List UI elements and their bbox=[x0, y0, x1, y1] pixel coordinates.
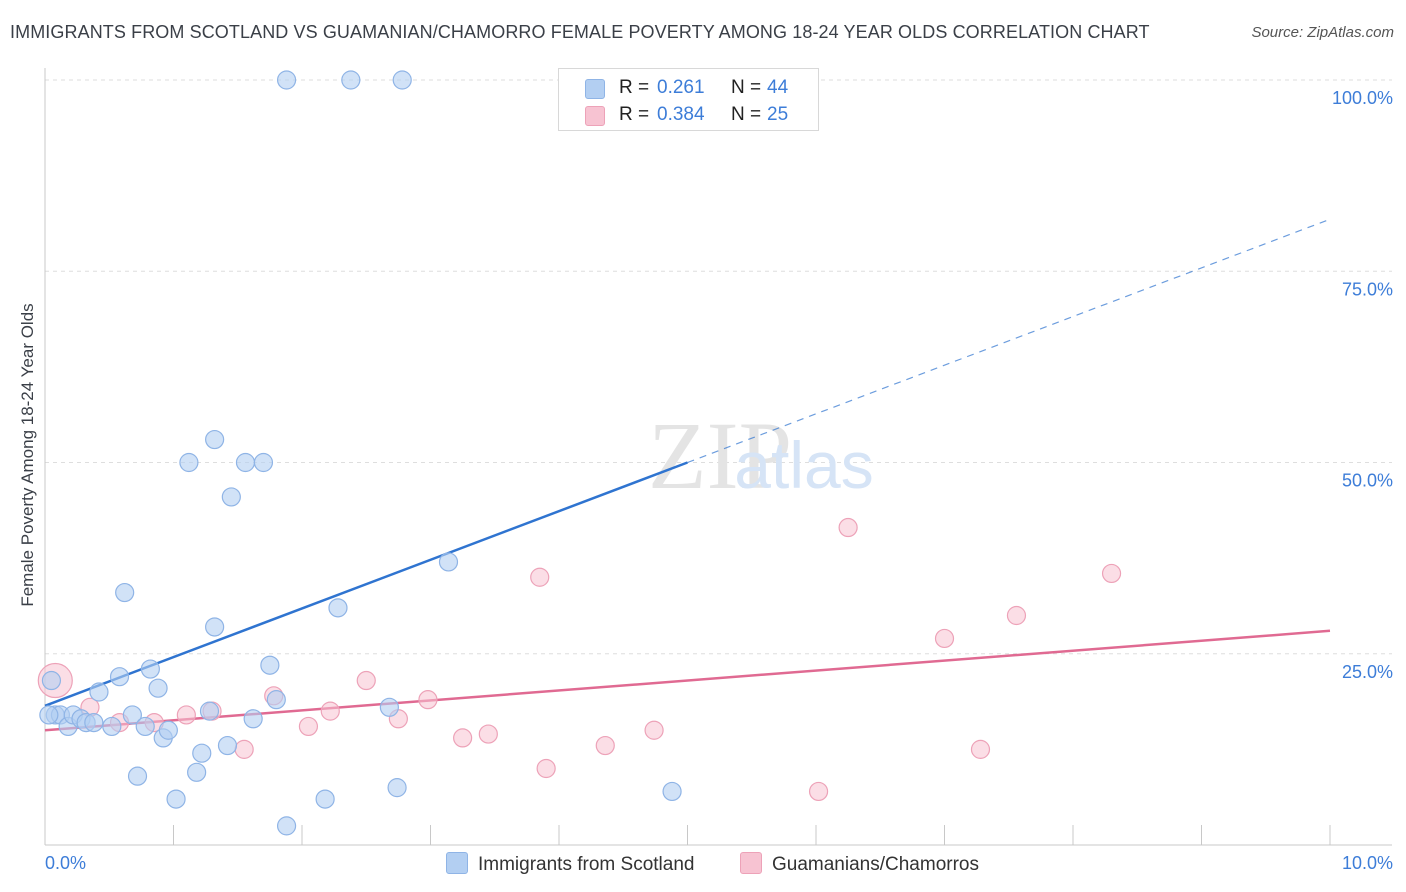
point-guamanians bbox=[808, 781, 829, 802]
legend-n-value: 25 bbox=[767, 104, 789, 125]
point-scotland bbox=[187, 762, 207, 782]
point-guamanians bbox=[320, 701, 340, 721]
gridlines bbox=[45, 79, 1392, 655]
point-scotland bbox=[102, 716, 122, 737]
point-scotland bbox=[328, 598, 348, 618]
point-scotland bbox=[662, 781, 682, 802]
bottom-legend-swatch-blue bbox=[446, 852, 468, 874]
point-scotland bbox=[179, 452, 199, 473]
trendline-guamanians bbox=[44, 629, 1331, 732]
legend-r-label: R = bbox=[619, 104, 650, 125]
point-scotland bbox=[266, 690, 286, 710]
tick-labels: 25.0% 50.0% 75.0% 100.0% 0.0% 10.0% bbox=[45, 88, 1393, 873]
legend-n-label: N = bbox=[731, 77, 762, 98]
point-guamanians bbox=[644, 720, 664, 740]
legend-r-value: 0.261 bbox=[657, 77, 705, 98]
point-scotland bbox=[89, 682, 109, 702]
point-scotland bbox=[438, 552, 459, 572]
point-scotland bbox=[276, 70, 297, 90]
y-tick-label: 25.0% bbox=[1342, 662, 1393, 682]
correlation-legend: R = 0.261 N = 44 R = 0.384 N = 25 bbox=[558, 68, 819, 131]
point-scotland bbox=[392, 70, 412, 90]
legend-swatch-blue bbox=[585, 79, 605, 99]
point-guamanians bbox=[970, 739, 991, 759]
bottom-legend-scotland: Immigrants from Scotland bbox=[446, 852, 694, 876]
point-scotland bbox=[205, 617, 225, 637]
point-guamanians bbox=[453, 728, 473, 748]
point-scotland bbox=[84, 712, 104, 733]
bottom-legend-label-guamanians: Guamanians/Chamorros bbox=[772, 854, 979, 875]
bottom-legend-label-scotland: Immigrants from Scotland bbox=[478, 854, 695, 875]
point-scotland bbox=[41, 670, 62, 691]
x-tick-label: 10.0% bbox=[1342, 853, 1393, 873]
point-guamanians bbox=[298, 716, 319, 737]
point-scotland bbox=[39, 705, 59, 725]
bottom-legend-guamanians: Guamanians/Chamorros bbox=[740, 852, 979, 876]
point-guamanians bbox=[530, 567, 550, 587]
point-guamanians bbox=[536, 758, 556, 779]
x-tick-label: 0.0% bbox=[45, 853, 86, 873]
y-tick-label: 75.0% bbox=[1342, 279, 1393, 299]
point-scotland bbox=[379, 697, 399, 717]
point-scotland bbox=[205, 429, 225, 450]
point-scotland bbox=[276, 816, 297, 836]
point-scotland bbox=[253, 452, 274, 473]
point-scotland bbox=[217, 735, 238, 756]
point-scotland bbox=[243, 709, 263, 729]
point-scotland bbox=[127, 766, 148, 786]
point-guamanians bbox=[838, 517, 858, 538]
point-scotland bbox=[158, 720, 178, 740]
watermark-atlas: atlas bbox=[734, 428, 873, 502]
point-scotland bbox=[166, 789, 186, 809]
point-scotland bbox=[135, 716, 155, 737]
trendline-scotland-extension bbox=[687, 218, 1331, 464]
legend-n-label: N = bbox=[731, 104, 762, 125]
source-credit: Source: ZipAtlas.com bbox=[1251, 24, 1394, 41]
point-guamanians bbox=[1101, 563, 1122, 584]
point-guamanians bbox=[478, 724, 498, 744]
series-scotland-points bbox=[39, 70, 682, 836]
legend-n-value: 44 bbox=[767, 77, 789, 98]
point-scotland bbox=[192, 743, 212, 763]
point-scotland bbox=[387, 778, 407, 798]
watermark-zip: ZIP bbox=[648, 402, 792, 509]
bottom-legend-swatch-pink bbox=[740, 852, 762, 874]
point-scotland bbox=[122, 705, 142, 725]
legend-r-value: 0.384 bbox=[657, 104, 705, 125]
point-scotland bbox=[260, 655, 280, 675]
point-scotland bbox=[315, 789, 335, 809]
legend-swatch-pink bbox=[585, 106, 605, 126]
y-tick-label: 50.0% bbox=[1342, 471, 1393, 491]
point-scotland bbox=[199, 701, 220, 721]
point-guamanians bbox=[595, 735, 615, 756]
point-scotland bbox=[115, 582, 135, 603]
point-scotland bbox=[341, 70, 361, 90]
point-scotland bbox=[235, 452, 256, 473]
point-guamanians bbox=[418, 690, 438, 710]
axes bbox=[44, 68, 1392, 846]
point-guamanians bbox=[176, 705, 196, 725]
point-guamanians bbox=[234, 739, 254, 759]
y-tick-label: 100.0% bbox=[1332, 88, 1393, 108]
point-guamanians bbox=[934, 628, 955, 649]
point-scotland bbox=[109, 667, 130, 687]
point-guamanians bbox=[356, 670, 376, 691]
point-scotland bbox=[221, 487, 241, 507]
point-scotland bbox=[148, 678, 168, 698]
point-guamanians bbox=[1006, 605, 1027, 626]
point-scotland bbox=[140, 659, 160, 679]
chart-title: IMMIGRANTS FROM SCOTLAND VS GUAMANIAN/CH… bbox=[10, 22, 1150, 42]
legend-r-label: R = bbox=[619, 77, 650, 98]
